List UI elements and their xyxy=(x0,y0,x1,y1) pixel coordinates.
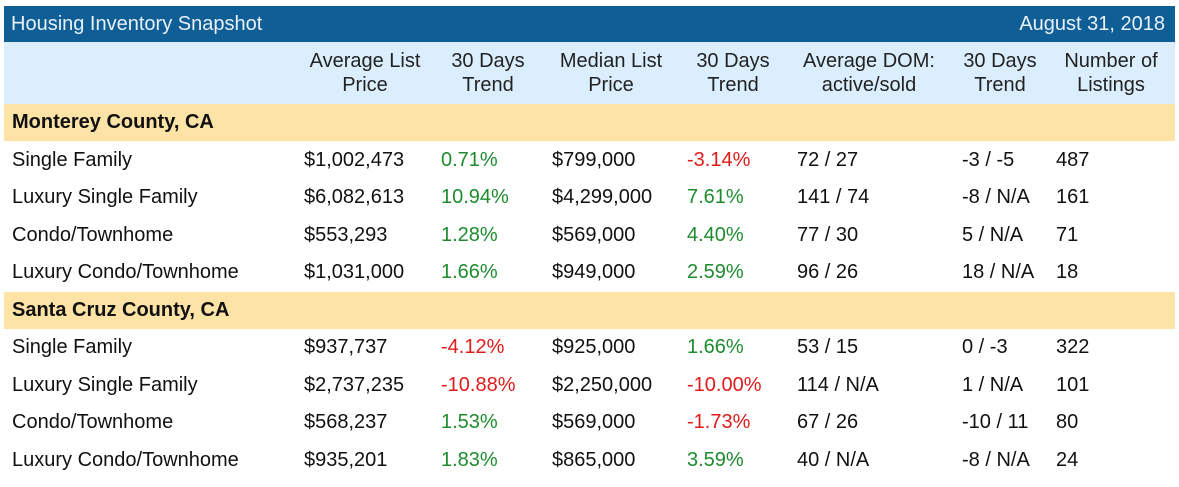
column-header-avg-trend: 30 Days Trend xyxy=(451,50,525,96)
avg-list-price-cell: $553,293 xyxy=(304,223,388,246)
listings-count-cell: 24 xyxy=(1056,448,1079,471)
column-header-median-list-price: Median List Price xyxy=(559,50,663,96)
median-list-price-cell: $865,000 xyxy=(552,448,636,471)
median-price-trend-cell: 2.59% xyxy=(687,261,744,283)
avg-list-price-cell: $935,201 xyxy=(304,448,388,471)
property-type-cell: Luxury Single Family xyxy=(12,373,198,396)
median-price-trend-cell: -1.73% xyxy=(687,411,751,433)
average-dom-cell: 77 / 30 xyxy=(797,223,859,246)
average-dom-cell: 114 / N/A xyxy=(797,373,879,396)
property-type-cell: Single Family xyxy=(12,336,133,358)
average-dom-cell: 141 / 74 xyxy=(797,186,870,208)
property-type-cell: Luxury Condo/Townhome xyxy=(12,261,239,283)
median-price-trend-cell: 1.66% xyxy=(687,336,744,358)
dom-trend-cell: 5 / N/A xyxy=(962,223,1024,246)
avg-list-price-cell: $568,237 xyxy=(304,411,388,433)
median-list-price-cell: $569,000 xyxy=(552,223,636,246)
table-title: Housing Inventory Snapshot xyxy=(11,12,263,35)
avg-price-trend-cell: -10.88% xyxy=(441,373,516,396)
column-header-median-trend: 30 Days Trend xyxy=(696,50,770,96)
property-type-cell: Condo/Townhome xyxy=(12,223,174,246)
median-list-price-cell: $949,000 xyxy=(552,261,636,283)
average-dom-cell: 67 / 26 xyxy=(797,411,859,433)
median-price-trend-cell: -10.00% xyxy=(687,373,762,396)
average-dom-cell: 96 / 26 xyxy=(797,261,859,283)
listings-count-cell: 80 xyxy=(1056,411,1079,433)
listings-count-cell: 101 xyxy=(1056,373,1090,396)
dom-trend-cell: -8 / N/A xyxy=(962,186,1030,208)
dom-trend-cell: -3 / -5 xyxy=(962,148,1015,171)
median-list-price-cell: $569,000 xyxy=(552,411,636,433)
median-list-price-cell: $799,000 xyxy=(552,148,636,171)
listings-count-cell: 71 xyxy=(1056,223,1079,246)
avg-price-trend-cell: 1.83% xyxy=(441,448,498,471)
table-row: Single Family $937,737 -4.12% $925,000 1.66%… xyxy=(4,329,1175,366)
avg-price-trend-cell: 1.53% xyxy=(441,411,498,433)
avg-price-trend-cell: 10.94% xyxy=(441,186,509,208)
listings-count-cell: 487 xyxy=(1056,148,1090,171)
listings-count-cell: 322 xyxy=(1056,336,1090,358)
median-price-trend-cell: -3.14% xyxy=(687,148,751,171)
dom-trend-cell: 18 / N/A xyxy=(962,261,1035,283)
avg-list-price-cell: $1,031,000 xyxy=(304,261,405,283)
median-price-trend-cell: 4.40% xyxy=(687,223,744,246)
dom-trend-cell: 1 / N/A xyxy=(962,373,1024,396)
listings-count-cell: 161 xyxy=(1056,186,1090,208)
avg-price-trend-cell: 0.71% xyxy=(441,148,498,171)
table-row: Luxury Single Family $6,082,613 10.94% $4,2… xyxy=(4,179,1175,216)
average-dom-cell: 72 / 27 xyxy=(797,148,859,171)
property-type-cell: Luxury Single Family xyxy=(12,186,198,208)
property-type-cell: Condo/Townhome xyxy=(12,411,174,433)
average-dom-cell: 40 / N/A xyxy=(797,448,870,471)
county-group-header: Santa Cruz County, CA xyxy=(4,291,1175,329)
table-row: Luxury Condo/Townhome $1,031,000 1.66% $949… xyxy=(4,254,1175,291)
dom-trend-cell: 0 / -3 xyxy=(962,336,1008,358)
column-header-average-dom: Average DOM: active/sold xyxy=(803,50,935,96)
county-group-header: Monterey County, CA xyxy=(4,104,1175,141)
avg-price-trend-cell: -4.12% xyxy=(441,336,505,358)
dom-trend-cell: -8 / N/A xyxy=(962,448,1030,471)
column-header-row: Average List Price 30 Days Trend Median … xyxy=(4,42,1175,104)
avg-list-price-cell: $2,737,235 xyxy=(304,373,405,396)
avg-price-trend-cell: 1.66% xyxy=(441,261,498,283)
title-bar: Housing Inventory Snapshot August 31, 20… xyxy=(4,6,1175,42)
table-row: Luxury Single Family $2,737,235 -10.88% $2,… xyxy=(4,367,1175,404)
median-price-trend-cell: 3.59% xyxy=(687,448,744,471)
median-price-trend-cell: 7.61% xyxy=(687,186,744,208)
avg-list-price-cell: $1,002,473 xyxy=(304,148,405,171)
median-list-price-cell: $925,000 xyxy=(552,336,636,358)
table-row: Luxury Condo/Townhome $935,201 1.83% $865,0… xyxy=(4,442,1175,479)
snapshot-date: August 31, 2018 xyxy=(1019,12,1165,35)
average-dom-cell: 53 / 15 xyxy=(797,336,859,358)
median-list-price-cell: $4,299,000 xyxy=(552,186,653,208)
listings-count-cell: 18 xyxy=(1056,261,1079,283)
avg-price-trend-cell: 1.28% xyxy=(441,223,498,246)
median-list-price-cell: $2,250,000 xyxy=(552,373,653,396)
column-header-avg-list-price: Average List Price xyxy=(309,50,421,96)
table-row: Single Family $1,002,473 0.71% $799,000 -3.1… xyxy=(4,142,1175,179)
dom-trend-cell: -10 / 11 xyxy=(962,411,1029,433)
table-row: Condo/Townhome $553,293 1.28% $569,000 4.40%… xyxy=(4,217,1175,254)
property-type-cell: Luxury Condo/Townhome xyxy=(12,448,239,471)
table-row: Condo/Townhome $568,237 1.53% $569,000 -1.73… xyxy=(4,404,1175,441)
column-header-number-of-listings: Number of Listings xyxy=(1064,50,1158,96)
avg-list-price-cell: $937,737 xyxy=(304,336,388,358)
avg-list-price-cell: $6,082,613 xyxy=(304,186,405,208)
column-header-dom-trend: 30 Days Trend xyxy=(963,50,1037,96)
property-type-cell: Single Family xyxy=(12,148,133,171)
